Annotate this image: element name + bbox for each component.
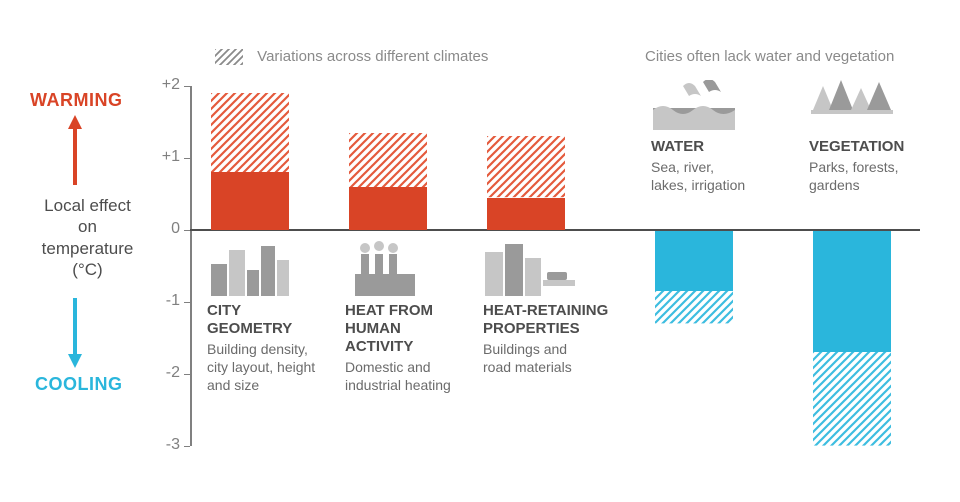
y-tick-mark	[184, 86, 190, 87]
city-icon	[209, 240, 291, 301]
bar-variation	[655, 291, 733, 323]
bar-variation	[813, 352, 891, 446]
y-tick-label: +1	[150, 148, 180, 166]
y-axis-title: Local effect on temperature (°C)	[30, 195, 145, 280]
bar-solid	[211, 172, 289, 230]
bar-variation	[487, 136, 565, 197]
y-tick-mark	[184, 374, 190, 375]
category-title: HEAT FROMHUMANACTIVITY	[345, 302, 495, 356]
bar-variation	[211, 93, 289, 172]
category-subtitle: Sea, river,lakes, irrigation	[651, 158, 801, 194]
water-icon	[653, 80, 735, 135]
bar-solid	[487, 198, 565, 230]
buildings-icon	[485, 240, 577, 301]
trees-icon	[811, 80, 893, 135]
category-subtitle: Domestic andindustrial heating	[345, 358, 495, 394]
category-title: HEAT-RETAININGPROPERTIES	[483, 302, 633, 338]
y-tick-label: -3	[150, 436, 180, 454]
bar-solid	[349, 187, 427, 230]
y-tick-label: +2	[150, 76, 180, 94]
warming-arrow-icon	[65, 115, 85, 185]
legend-variation-text: Variations across different climates	[257, 48, 488, 65]
y-tick-label: 0	[150, 220, 180, 238]
y-tick-mark	[184, 446, 190, 447]
legend-lack: Cities often lack water and vegetation	[645, 48, 894, 65]
y-tick-mark	[184, 158, 190, 159]
warming-label: WARMING	[30, 90, 123, 111]
legend-variation: Variations across different climates	[215, 48, 488, 65]
cooling-arrow-icon	[65, 298, 85, 368]
category-title: VEGETATION	[809, 138, 959, 156]
bar-solid	[813, 231, 891, 353]
cooling-label: COOLING	[35, 374, 123, 395]
category-subtitle: Parks, forests,gardens	[809, 158, 959, 194]
category-subtitle: Buildings androad materials	[483, 340, 633, 376]
industry-icon	[347, 240, 429, 301]
y-tick-label: -2	[150, 364, 180, 382]
y-axis-line	[190, 86, 192, 446]
bar-variation	[349, 133, 427, 187]
category-subtitle: Building density,city layout, heightand …	[207, 340, 357, 395]
legend-lack-text: Cities often lack water and vegetation	[645, 48, 894, 65]
y-tick-label: -1	[150, 292, 180, 310]
bar-solid	[655, 231, 733, 292]
category-title: WATER	[651, 138, 801, 156]
y-tick-mark	[184, 230, 190, 231]
y-tick-mark	[184, 302, 190, 303]
category-title: CITYGEOMETRY	[207, 302, 357, 338]
